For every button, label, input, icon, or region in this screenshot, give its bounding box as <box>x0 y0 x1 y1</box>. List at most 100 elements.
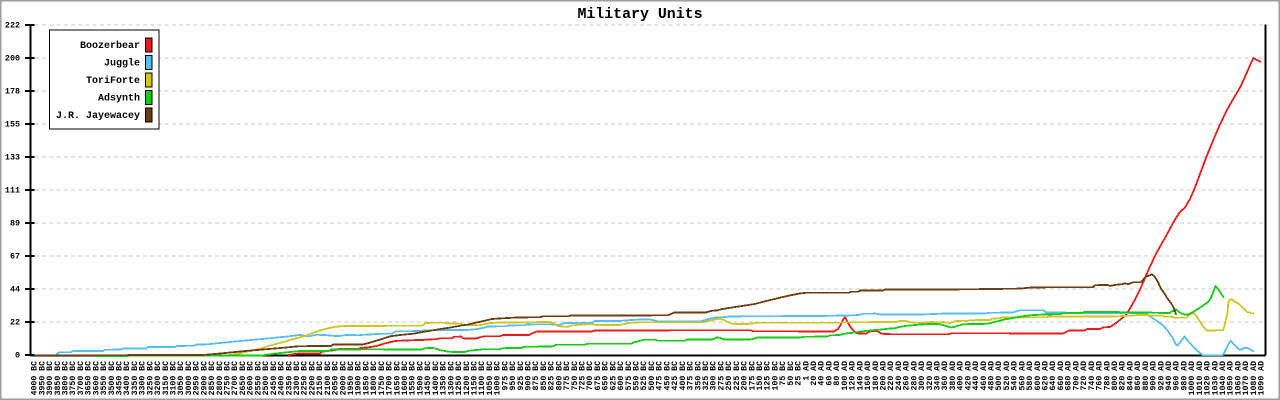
svg-text:220 AD: 220 AD <box>887 361 896 391</box>
svg-text:980 AD: 980 AD <box>1180 361 1189 391</box>
svg-text:420 AD: 420 AD <box>964 361 973 391</box>
svg-text:620 AD: 620 AD <box>1042 361 1051 391</box>
svg-text:2500 BC: 2500 BC <box>262 361 271 395</box>
svg-text:225 BC: 225 BC <box>733 361 742 391</box>
svg-text:860 AD: 860 AD <box>1134 361 1143 391</box>
svg-text:2550 BC: 2550 BC <box>254 361 263 395</box>
svg-text:525 BC: 525 BC <box>640 361 649 391</box>
svg-text:160 AD: 160 AD <box>864 361 873 391</box>
svg-text:880 AD: 880 AD <box>1142 361 1151 391</box>
svg-text:1200 BC: 1200 BC <box>463 361 472 395</box>
svg-text:3050 BC: 3050 BC <box>177 361 186 395</box>
svg-text:325 BC: 325 BC <box>702 361 711 391</box>
svg-text:1750 BC: 1750 BC <box>378 361 387 395</box>
svg-text:1900 BC: 1900 BC <box>355 361 364 395</box>
svg-text:3100 BC: 3100 BC <box>170 361 179 395</box>
svg-text:700 AD: 700 AD <box>1072 361 1081 391</box>
svg-text:3550 BC: 3550 BC <box>100 361 109 395</box>
svg-text:520 AD: 520 AD <box>1003 361 1012 391</box>
svg-text:475 BC: 475 BC <box>656 361 665 391</box>
svg-text:550 BC: 550 BC <box>633 361 642 391</box>
svg-text:100 AD: 100 AD <box>841 361 850 391</box>
svg-text:155: 155 <box>5 120 20 130</box>
svg-text:150 BC: 150 BC <box>756 361 765 391</box>
svg-text:900 BC: 900 BC <box>524 361 533 391</box>
svg-text:800 AD: 800 AD <box>1111 361 1120 391</box>
svg-text:2000 BC: 2000 BC <box>339 361 348 395</box>
svg-text:280 AD: 280 AD <box>910 361 919 391</box>
svg-text:720 AD: 720 AD <box>1080 361 1089 391</box>
svg-text:1700 BC: 1700 BC <box>386 361 395 395</box>
svg-text:600 AD: 600 AD <box>1034 361 1043 391</box>
svg-text:75 BC: 75 BC <box>779 361 788 386</box>
svg-text:820 AD: 820 AD <box>1119 361 1128 391</box>
svg-text:760 AD: 760 AD <box>1096 361 1105 391</box>
svg-text:275 BC: 275 BC <box>717 361 726 391</box>
svg-text:3200 BC: 3200 BC <box>154 361 163 395</box>
svg-text:2800 BC: 2800 BC <box>216 361 225 395</box>
svg-text:875 BC: 875 BC <box>532 361 541 391</box>
svg-text:350 BC: 350 BC <box>694 361 703 391</box>
svg-text:380 AD: 380 AD <box>949 361 958 391</box>
svg-text:300 BC: 300 BC <box>710 361 719 391</box>
svg-text:80 AD: 80 AD <box>833 361 842 386</box>
svg-text:J.R. Jayewacey: J.R. Jayewacey <box>56 111 140 122</box>
svg-text:1050 AD: 1050 AD <box>1227 361 1236 395</box>
svg-text:600 BC: 600 BC <box>617 361 626 391</box>
svg-text:400 AD: 400 AD <box>957 361 966 391</box>
svg-text:1450 BC: 1450 BC <box>424 361 433 395</box>
svg-text:780 AD: 780 AD <box>1103 361 1112 391</box>
svg-text:1550 BC: 1550 BC <box>409 361 418 395</box>
svg-text:425 BC: 425 BC <box>671 361 680 391</box>
svg-text:540 AD: 540 AD <box>1011 361 1020 391</box>
svg-text:1030 AD: 1030 AD <box>1211 361 1220 395</box>
svg-text:1000 BC: 1000 BC <box>494 361 503 395</box>
svg-text:1 AD: 1 AD <box>802 361 811 381</box>
svg-text:920 AD: 920 AD <box>1157 361 1166 391</box>
svg-text:900 AD: 900 AD <box>1150 361 1159 391</box>
svg-text:1100 BC: 1100 BC <box>478 361 487 395</box>
svg-text:800 BC: 800 BC <box>555 361 564 391</box>
svg-text:3950 BC: 3950 BC <box>38 361 47 395</box>
svg-text:1000 AD: 1000 AD <box>1188 361 1197 395</box>
svg-text:2650 BC: 2650 BC <box>239 361 248 395</box>
svg-text:950 BC: 950 BC <box>509 361 518 391</box>
svg-text:2850 BC: 2850 BC <box>208 361 217 395</box>
svg-text:340 AD: 340 AD <box>933 361 942 391</box>
svg-text:500 AD: 500 AD <box>995 361 1004 391</box>
svg-text:1040 AD: 1040 AD <box>1219 361 1228 395</box>
svg-text:3700 BC: 3700 BC <box>77 361 86 395</box>
svg-text:580 AD: 580 AD <box>1026 361 1035 391</box>
svg-text:3900 BC: 3900 BC <box>46 361 55 395</box>
svg-text:250 BC: 250 BC <box>725 361 734 391</box>
svg-text:660 AD: 660 AD <box>1057 361 1066 391</box>
svg-text:67: 67 <box>10 252 20 262</box>
svg-text:2100 BC: 2100 BC <box>324 361 333 395</box>
svg-text:240 AD: 240 AD <box>895 361 904 391</box>
svg-text:Adsynth: Adsynth <box>98 93 140 105</box>
svg-text:740 AD: 740 AD <box>1088 361 1097 391</box>
svg-text:1950 BC: 1950 BC <box>347 361 356 395</box>
svg-text:3400 BC: 3400 BC <box>123 361 132 395</box>
svg-text:3750 BC: 3750 BC <box>69 361 78 395</box>
svg-text:1400 BC: 1400 BC <box>432 361 441 395</box>
svg-text:2150 BC: 2150 BC <box>316 361 325 395</box>
svg-text:3650 BC: 3650 BC <box>85 361 94 395</box>
svg-text:1060 AD: 1060 AD <box>1234 361 1243 395</box>
svg-text:3800 BC: 3800 BC <box>61 361 70 395</box>
svg-text:20 AD: 20 AD <box>810 361 819 386</box>
svg-text:3450 BC: 3450 BC <box>115 361 124 395</box>
svg-text:1600 BC: 1600 BC <box>401 361 410 395</box>
svg-text:4000 BC: 4000 BC <box>31 361 40 395</box>
svg-text:700 BC: 700 BC <box>586 361 595 391</box>
svg-text:1020 AD: 1020 AD <box>1204 361 1213 395</box>
svg-text:480 AD: 480 AD <box>988 361 997 391</box>
svg-text:200 AD: 200 AD <box>879 361 888 391</box>
svg-text:2950 BC: 2950 BC <box>193 361 202 395</box>
svg-text:975 BC: 975 BC <box>501 361 510 391</box>
svg-text:120 AD: 120 AD <box>849 361 858 391</box>
svg-text:200 BC: 200 BC <box>741 361 750 391</box>
svg-text:2200 BC: 2200 BC <box>308 361 317 395</box>
svg-text:133: 133 <box>5 153 20 163</box>
svg-text:2300 BC: 2300 BC <box>293 361 302 395</box>
